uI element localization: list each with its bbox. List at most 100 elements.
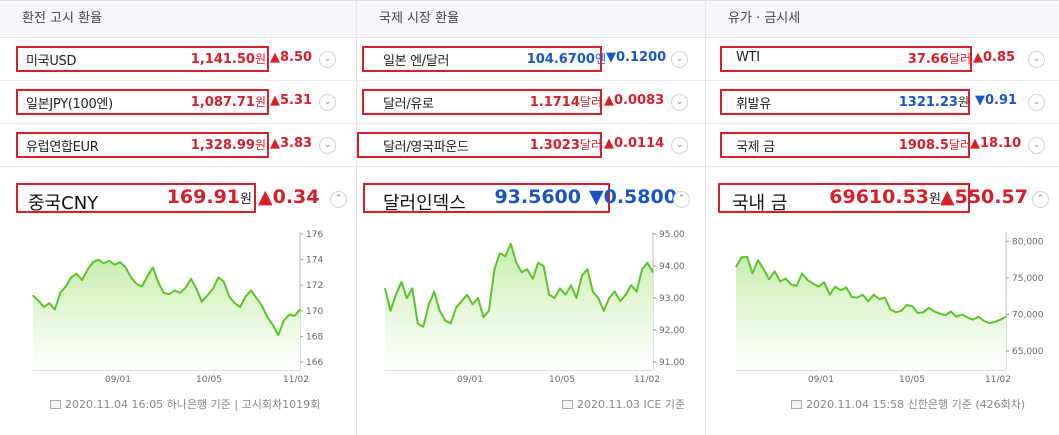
data-point [548,294,550,296]
data-point [277,334,279,336]
chevron-down-icon[interactable]: ⌄ [671,137,688,154]
highlight-box [363,183,610,213]
data-point [581,275,583,277]
data-point [840,289,842,291]
data-point [812,283,814,285]
x-tick-label: 09/01 [457,375,483,385]
data-point [81,279,83,281]
rate-unit: 달러 [579,95,602,109]
featured-name: 달러인덱스 [383,193,466,214]
data-point [444,319,446,321]
column-exchange-notice: 환전 고시 환율 미국USD 1,141.50원 ▲8.50 ⌄ 일본JPY(1… [0,0,357,435]
chevron-up-icon[interactable]: ⌃ [330,191,347,208]
featured-unit: 원 [929,192,941,207]
rate-change: ▲18.10 [970,136,1022,151]
data-point [48,302,50,304]
data-point [796,285,798,287]
data-point [961,313,963,316]
area-fill [33,259,300,370]
highlight-box [16,183,256,213]
footer-text: 2020.11.03 ICE 기준 [577,398,686,411]
rate-number: 1,328.99 [190,138,255,153]
rate-change: ▼0.1200 [606,50,667,65]
featured-value: 69610.53원 [829,186,941,208]
rate-row-usd-gbp[interactable]: 달러/영국파운드 1.3023달러 ▲0.0114 ⌄ [357,124,705,167]
chevron-down-icon[interactable]: ⌄ [319,51,336,68]
rate-row-usd-eur[interactable]: 달러/유로 1.1714달러 ▲0.0083 ⌄ [357,81,705,124]
data-point [190,278,192,280]
data-point [455,307,457,309]
rate-row-intl-gold[interactable]: 국제 금 1908.5달러 ▲18.10 ⌄ [706,124,1059,167]
rate-number: 1.1714 [529,95,580,110]
rate-change: ▲5.31 [270,93,313,108]
data-point [779,280,781,283]
data-point [141,285,143,288]
rate-row-jpy-usd[interactable]: 일본 엔/달러 104.6700엔 ▼0.1200 ⌄ [357,38,705,81]
chevron-up-icon[interactable]: ⌃ [673,191,690,208]
data-point [510,243,512,245]
featured-domestic-gold[interactable]: 국내 금 69610.53원 ▲550.57 ⌃ [706,167,1059,217]
featured-change: ▲550.57 [940,186,1028,208]
featured-rate-cny[interactable]: 중국CNY 169.91원 ▲0.34 ⌃ [0,167,356,217]
rate-change: ▲3.83 [270,136,313,151]
footer-note: 2020.11.03 ICE 기준 [357,396,705,412]
chevron-down-icon[interactable]: ⌄ [671,51,688,68]
data-point [818,286,820,288]
data-point [239,306,241,308]
series-line [384,242,654,328]
data-point [460,300,463,302]
data-point [983,320,985,322]
rate-change: ▲0.85 [973,50,1016,65]
chevron-down-icon[interactable]: ⌄ [319,137,336,154]
data-point [201,301,203,303]
data-point [212,288,214,290]
column-header: 국제 시장 환율 [357,0,705,38]
rate-name: 일본 엔/달러 [383,54,450,69]
rate-number: 1,141.50 [190,52,255,67]
chevron-down-icon[interactable]: ⌄ [319,94,336,111]
y-tick-label: 94.00 [659,262,685,272]
featured-rate-dollar-index[interactable]: 달러인덱스 93.5600 ▼0.5800 ⌃ [357,167,705,217]
data-point [223,280,225,282]
rate-row-usd[interactable]: 미국USD 1,141.50원 ▲8.50 ⌄ [0,38,356,81]
rate-change: ▲0.0114 [604,136,665,151]
highlight-box [720,89,970,115]
rate-unit: 엔 [594,52,606,66]
rate-row-eur[interactable]: 유럽연합EUR 1,328.99원 ▲3.83 ⌄ [0,124,356,167]
data-point [521,271,523,273]
chevron-down-icon[interactable]: ⌄ [671,94,688,111]
rate-row-jpy[interactable]: 일본JPY(100엔) 1,087.71원 ▲5.31 ⌄ [0,81,356,124]
data-point [32,294,34,297]
rate-row-gasoline[interactable]: 휘발유 1321.23원 ▼0.91 ⌄ [706,81,1059,124]
y-tick-label: 65,000 [1012,347,1044,357]
rate-row-wti[interactable]: WTI 37.66달러 ▲0.85 ⌄ [706,38,1059,81]
x-tick-label: 11/02 [985,375,1011,385]
featured-change: ▲0.34 [258,186,320,208]
data-point [504,255,506,257]
chevron-up-icon[interactable]: ⌃ [1032,191,1049,208]
rate-name: 일본JPY(100엔) [26,97,113,112]
data-point [614,291,616,293]
data-point [834,286,836,288]
y-tick-label: 174 [306,256,323,266]
column-oil-gold: 유가 · 금시세 WTI 37.66달러 ▲0.85 ⌄ 휘발유 1321.23… [706,0,1059,435]
rate-change: ▲8.50 [270,50,313,65]
chevron-down-icon[interactable]: ⌄ [1028,51,1045,68]
highlight-box [16,46,269,72]
footer-note: 2020.11.04 15:58 신한은행 기준 (426회차) [706,396,1059,412]
data-point [130,276,132,279]
chevron-down-icon[interactable]: ⌄ [1028,94,1045,111]
rate-value: 1.3023달러 [530,136,602,153]
data-point [900,310,902,312]
data-point [801,272,803,275]
data-point [86,269,89,271]
data-point [283,320,285,322]
highlight-box [357,132,602,158]
data-point [103,262,105,265]
data-point [823,281,825,283]
data-point [255,297,258,299]
domestic-gold-trend-chart: 80,000 75,000 70,000 65,000 09/01 10/05 11/02 [735,232,1044,385]
highlight-box [362,89,602,115]
data-point [157,282,159,284]
chevron-down-icon[interactable]: ⌄ [1028,137,1045,154]
